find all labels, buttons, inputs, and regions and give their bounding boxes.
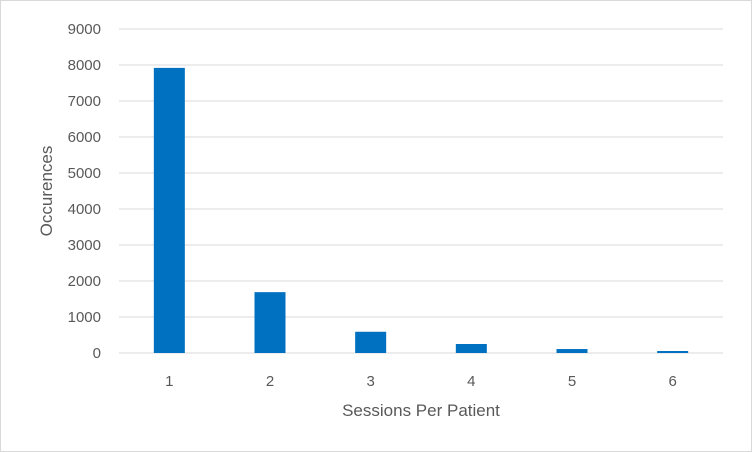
y-tick-label: 4000 xyxy=(68,201,101,218)
bar-6 xyxy=(657,351,689,353)
bar-1 xyxy=(153,67,185,353)
x-axis-title: Sessions Per Patient xyxy=(342,401,500,420)
bar-4 xyxy=(455,344,487,353)
x-tick-label: 6 xyxy=(668,373,676,390)
x-tick-label: 2 xyxy=(266,373,274,390)
bars xyxy=(153,67,689,353)
y-tick-label: 8000 xyxy=(68,57,101,74)
gridlines xyxy=(119,28,723,354)
y-tick-label: 7000 xyxy=(68,93,101,110)
x-tick-label: 3 xyxy=(366,373,374,390)
y-tick-label: 0 xyxy=(93,345,101,362)
y-tick-labels: 0 1000 2000 3000 4000 5000 6000 7000 8000 9000 xyxy=(68,21,101,362)
bar-2 xyxy=(254,292,286,353)
y-tick-label: 6000 xyxy=(68,129,101,146)
x-tick-labels: 1 2 3 4 5 6 xyxy=(165,373,677,390)
x-tick-label: 5 xyxy=(568,373,576,390)
y-tick-label: 2000 xyxy=(68,273,101,290)
y-tick-label: 1000 xyxy=(68,309,101,326)
y-tick-label: 5000 xyxy=(68,165,101,182)
y-tick-label: 3000 xyxy=(68,237,101,254)
bar-3 xyxy=(355,331,387,353)
bar-5 xyxy=(556,349,588,353)
y-axis-title: Occurences xyxy=(37,146,56,237)
x-tick-label: 4 xyxy=(467,373,475,390)
y-tick-label: 9000 xyxy=(68,21,101,38)
x-tick-label: 1 xyxy=(165,373,173,390)
